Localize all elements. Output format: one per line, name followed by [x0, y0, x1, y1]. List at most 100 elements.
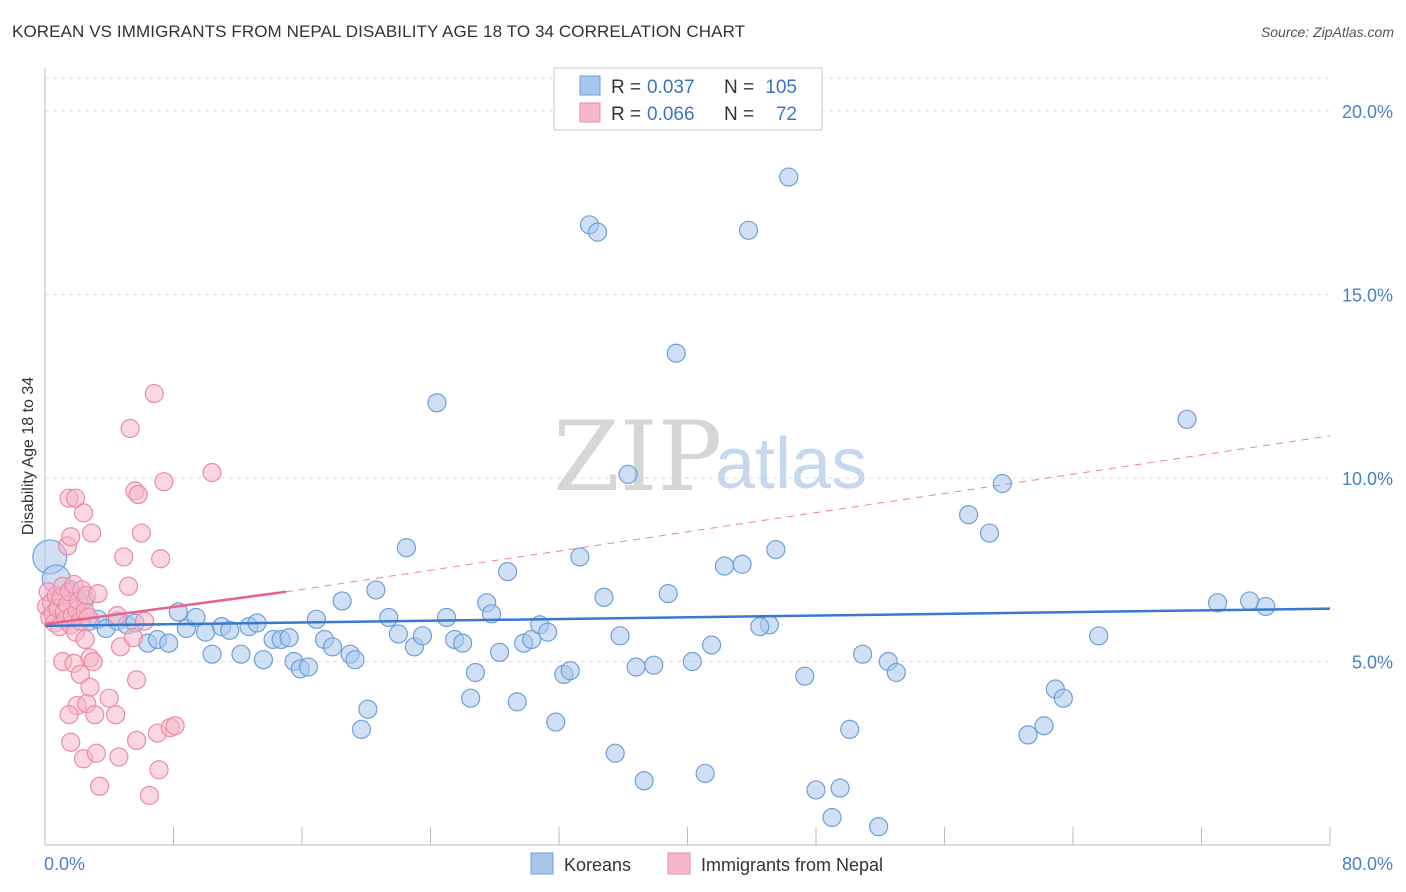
korean-point [822, 807, 842, 828]
series-legend: Koreans Immigrants from Nepal [530, 852, 883, 875]
korean-point [682, 651, 702, 672]
nepal-trend-extension [285, 435, 1331, 593]
korean-point [644, 655, 664, 675]
koreans-r-label: R = [611, 77, 641, 98]
nepal-point [126, 730, 147, 751]
korean-point [570, 547, 590, 567]
nepal-r-label: R = [611, 104, 641, 125]
nepal-point [126, 670, 147, 690]
korean-point [779, 167, 799, 187]
korean-point [481, 604, 502, 624]
nepal-point [131, 523, 151, 543]
koreans-n-label: N = [724, 77, 754, 98]
nepal-point [114, 547, 134, 567]
legend-koreans-swatch [530, 852, 554, 875]
korean-point [830, 778, 850, 798]
korean-point [427, 393, 447, 413]
chart-title: KOREAN VS IMMIGRANTS FROM NEPAL DISABILI… [12, 22, 746, 41]
y-tick-label: 15.0% [1342, 286, 1393, 306]
y-tick-label: 20.0% [1342, 102, 1393, 122]
korean-point [279, 628, 299, 648]
grid [45, 77, 1330, 663]
y-tick-label: 10.0% [1342, 469, 1393, 489]
korean-point [498, 561, 518, 582]
korean-point [610, 626, 630, 646]
nepal-point [165, 716, 185, 736]
nepal-point [80, 677, 100, 697]
nepal-point [61, 732, 81, 752]
y-axis-label: Disability Age 18 to 34 [20, 377, 37, 535]
nepal-n-value: 72 [776, 104, 797, 125]
korean-point [379, 607, 399, 628]
nepal-point [149, 760, 169, 780]
korean-point [714, 556, 735, 576]
korean-point [840, 719, 860, 739]
watermark-zip: ZIP [553, 401, 722, 513]
koreans-trend-line [44, 607, 1331, 628]
korean-point [412, 626, 433, 646]
korean-point [634, 771, 654, 791]
nepal-point [109, 747, 129, 767]
nepal-point [70, 664, 90, 684]
korean-point [958, 505, 979, 525]
watermark-atlas: atlas [715, 424, 867, 504]
korean-point [738, 220, 759, 240]
korean-point [306, 609, 327, 629]
nepal-point [154, 472, 174, 492]
nepal-point [106, 705, 126, 725]
korean-point [795, 666, 815, 686]
korean-point [1034, 716, 1054, 736]
legend-nepal-swatch [667, 852, 691, 875]
nepal-point [81, 523, 102, 543]
axes [44, 68, 1331, 846]
korean-point [1207, 593, 1228, 613]
legend-koreans-label: Koreans [564, 855, 631, 875]
korean-point [658, 584, 678, 604]
nepal-point [99, 688, 119, 708]
nepal-point [139, 785, 160, 806]
korean-point [186, 607, 206, 628]
nepal-r-value: 0.066 [647, 104, 695, 125]
nepal-point [88, 584, 108, 604]
korean-point [750, 617, 770, 637]
korean-point [298, 657, 319, 677]
nepal-point [90, 776, 110, 796]
korean-point [436, 607, 457, 628]
nepal-point [144, 384, 164, 404]
koreans-n-value: 105 [765, 77, 797, 98]
korean-point [366, 580, 386, 600]
korean-point [489, 642, 510, 662]
korean-point [345, 650, 365, 670]
nepal-point [83, 651, 103, 672]
korean-point [594, 587, 614, 607]
nepal-point [65, 488, 86, 508]
korean-point [507, 692, 527, 712]
nepal-point [59, 705, 79, 725]
korean-point [1089, 626, 1109, 646]
korean-point [666, 343, 686, 363]
korean-point [461, 688, 481, 708]
korean-point [231, 644, 251, 664]
korean-point [605, 743, 625, 763]
korean-point [1053, 688, 1073, 708]
korean-point [1018, 725, 1038, 745]
korean-point [1240, 591, 1260, 611]
nepal-point [151, 549, 171, 569]
legend-nepal-label: Immigrants from Nepal [701, 855, 883, 875]
korean-point [732, 554, 752, 574]
korean-point [396, 538, 417, 558]
korean-point [538, 622, 558, 642]
korean-point [1177, 409, 1197, 429]
korean-point [453, 633, 473, 653]
y-tick-label: 5.0% [1352, 653, 1393, 673]
watermark: ZIP atlas [553, 401, 867, 513]
koreans-points [32, 167, 1276, 837]
korean-point [465, 662, 486, 683]
korean-point [546, 712, 566, 732]
nepal-swatch [579, 102, 601, 123]
korean-point [388, 624, 408, 644]
nepal-point [75, 629, 95, 650]
nepal-point [120, 418, 140, 439]
koreans-swatch [579, 75, 601, 96]
